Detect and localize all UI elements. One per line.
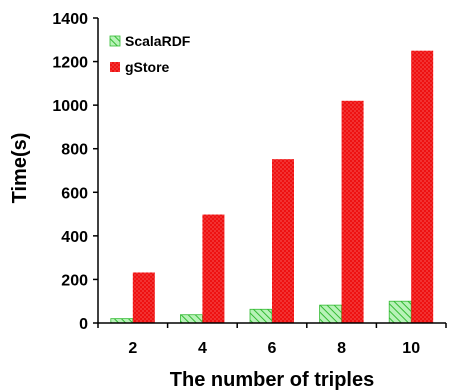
x-tick-label: 4 — [198, 340, 207, 357]
x-axis-title: The number of triples — [170, 369, 374, 391]
y-tick-label: 800 — [61, 142, 88, 159]
y-ticks: 0 200 400 600 800 1000 1200 1400 — [52, 11, 98, 333]
legend-label-scalardf: ScalaRDF — [125, 33, 191, 49]
legend-swatch-gstore — [110, 62, 120, 72]
bar-gstore-2 — [132, 272, 155, 323]
legend-swatch-scalardf — [109, 35, 121, 47]
bar-gstore-4 — [202, 214, 225, 323]
y-tick-label: 1000 — [52, 98, 88, 115]
x-tick-label: 6 — [268, 340, 277, 357]
y-tick-label: 600 — [61, 185, 88, 202]
bar-gstore-6 — [272, 159, 294, 323]
y-axis-title: Time(s) — [9, 133, 31, 204]
y-tick-label: 1400 — [52, 11, 88, 28]
bars — [110, 50, 434, 324]
x-tick-label: 2 — [128, 340, 137, 357]
x-ticks: 2 4 6 8 10 — [97, 323, 447, 357]
legend: ScalaRDF gStore — [109, 33, 191, 75]
y-axis-title-group: Time(s) — [9, 133, 31, 204]
y-tick-label: 200 — [61, 272, 88, 289]
x-tick-label: 8 — [337, 340, 346, 357]
x-tick-label: 10 — [402, 340, 420, 357]
y-tick-label: 0 — [79, 316, 88, 333]
legend-label-gstore: gStore — [125, 59, 170, 75]
bar-scalardf-6 — [249, 308, 273, 324]
bar-scalardf-8 — [319, 304, 343, 324]
bar-scalardf-10 — [388, 300, 412, 324]
y-tick-label: 1200 — [52, 55, 88, 72]
bar-gstore-8 — [341, 100, 364, 324]
bar-gstore-10 — [411, 50, 434, 324]
y-tick-label: 400 — [61, 229, 88, 246]
bar-scalardf-4 — [179, 314, 203, 324]
